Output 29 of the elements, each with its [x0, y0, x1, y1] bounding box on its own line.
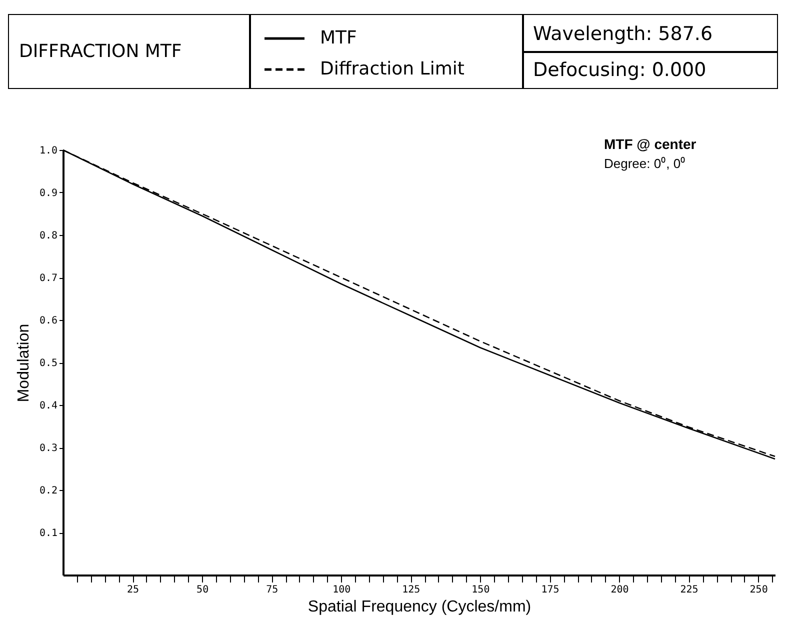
text: Defocusing: 0.000 [522, 51, 778, 89]
x-tick-label: 125 [402, 584, 420, 596]
y-tick-label: 0.3 [39, 443, 58, 454]
x-tick-label: 150 [472, 584, 490, 596]
x-tick-label: 75 [266, 584, 278, 596]
y-tick-label: 0.8 [39, 230, 58, 242]
text: Wavelength: 587.6 [522, 14, 778, 53]
x-tick-label: 225 [680, 584, 698, 596]
y-tick-label: 1.0 [39, 146, 58, 156]
x-tick-label: 25 [127, 584, 140, 596]
legend-label: Diffraction Limit [320, 58, 464, 80]
x-axis-title: Spatial Frequency (Cycles/mm) [308, 598, 532, 616]
y-tick-label: 0.4 [39, 400, 58, 412]
y-tick-label: 0.5 [39, 358, 58, 369]
x-tick-label: 100 [332, 584, 351, 596]
y-tick-label: 0.9 [39, 188, 58, 199]
annotation: Degree: 0⁰, 0⁰ [604, 155, 686, 172]
x-tick-label: 250 [750, 584, 768, 596]
y-tick-label: 0.2 [39, 486, 58, 496]
annotation: MTF @ center [604, 136, 696, 152]
y-tick-label: 0.1 [39, 528, 58, 539]
x-tick-label: 50 [196, 584, 209, 596]
y-tick-label: 0.7 [39, 273, 58, 284]
legend-label: MTF [320, 28, 357, 48]
y-axis-title: Modulation [15, 324, 32, 402]
x-tick-label: 200 [610, 584, 629, 596]
y-tick-label: 0.6 [39, 316, 58, 326]
x-tick-label: 175 [541, 584, 560, 596]
chart-title: DIFFRACTION MTF [8, 14, 251, 89]
